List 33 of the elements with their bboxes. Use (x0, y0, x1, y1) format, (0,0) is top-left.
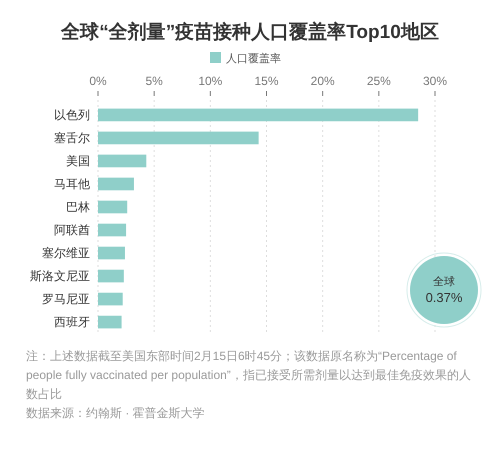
y-tick-label: 以色列 (54, 108, 90, 122)
x-tick-label: 5% (145, 74, 164, 88)
annotation: 0.37% (426, 290, 463, 305)
y-tick-label: 马耳他 (54, 176, 90, 191)
x-tick-label: 20% (310, 74, 335, 88)
bar (98, 292, 123, 306)
annotation: 全球 (433, 275, 455, 288)
bar (98, 200, 128, 214)
y-tick-label: 斯洛文尼亚 (30, 269, 90, 284)
y-tick-label: 阿联酋 (54, 223, 90, 238)
y-tick-label: 塞舌尔 (54, 130, 90, 145)
y-tick-label: 西班牙 (54, 315, 90, 330)
chart-title: 全球“全剂量”疫苗接种人口覆盖率Top10地区 (60, 21, 439, 43)
bar (98, 246, 125, 260)
x-tick-label: 10% (198, 74, 223, 88)
x-tick-label: 0% (89, 74, 107, 88)
bar (98, 224, 126, 236)
source-note: 数据来源：约翰斯 · 霍普金斯大学 (26, 405, 206, 422)
bar (98, 132, 259, 144)
bar (98, 108, 418, 122)
y-tick-label: 巴林 (66, 200, 90, 214)
legend-label: 人口覆盖率 (226, 52, 281, 65)
bar (98, 178, 134, 190)
bar (98, 270, 124, 282)
bar (98, 154, 146, 168)
text: 注：上述数据截至美国东部时间2月15日6时45分；该数据原名称为“Percentage of people fully vaccinated per population”，指已接受所需剂量以达到最佳免疫效果的人数占比 (26, 348, 472, 403)
y-tick-label: 美国 (66, 154, 90, 168)
y-tick-label: 塞尔维亚 (42, 246, 90, 260)
x-tick-label: 25% (366, 74, 392, 88)
x-tick-label: 15% (254, 74, 279, 88)
x-tick-label: 30% (422, 74, 448, 88)
bar (98, 316, 122, 328)
y-tick-label: 罗马尼亚 (42, 292, 90, 306)
